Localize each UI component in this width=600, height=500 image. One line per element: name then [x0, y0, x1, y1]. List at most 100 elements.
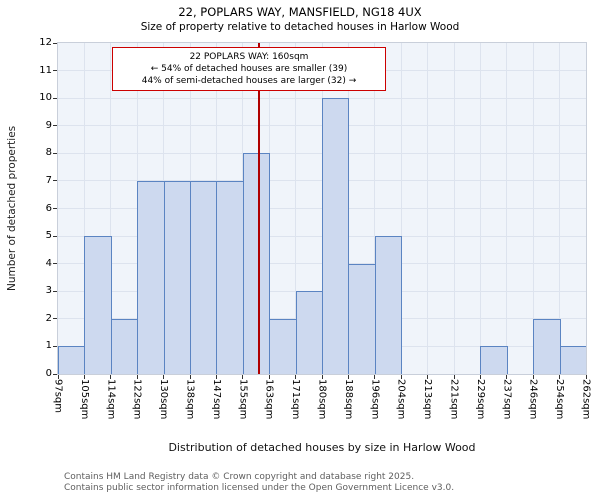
x-tick-mark: [189, 375, 191, 379]
histogram-bar: [242, 153, 271, 374]
y-tick-mark: [53, 70, 57, 72]
x-tick-label: 221sqm: [448, 379, 460, 420]
x-tick-mark: [347, 375, 349, 379]
y-tick-mark: [53, 180, 57, 182]
y-tick-label: 2: [45, 312, 52, 324]
histogram-bar: [348, 263, 376, 374]
x-tick-mark: [321, 375, 323, 379]
x-tick-label: 105sqm: [78, 379, 90, 420]
y-tick-label: 11: [39, 64, 52, 76]
x-tick-label: 262sqm: [580, 379, 592, 420]
x-tick-label: 155sqm: [237, 379, 249, 420]
chart-subtitle: Size of property relative to detached ho…: [140, 21, 460, 33]
gridline-vertical: [506, 43, 508, 374]
x-tick-mark: [453, 375, 455, 379]
histogram-bar: [374, 236, 403, 374]
histogram-bar: [533, 318, 561, 374]
gridline-vertical: [532, 43, 534, 374]
y-tick-mark: [53, 208, 57, 209]
x-tick-label: 147sqm: [210, 379, 222, 420]
y-tick-mark: [53, 235, 57, 237]
x-tick-mark: [242, 375, 244, 379]
histogram-bar: [480, 346, 508, 374]
histogram-bar: [163, 180, 191, 374]
histogram-bar: [58, 346, 86, 374]
y-tick-label: 8: [45, 147, 52, 159]
x-tick-label: 122sqm: [131, 379, 143, 420]
x-tick-label: 138sqm: [184, 379, 196, 420]
y-tick-mark: [53, 125, 57, 127]
x-tick-mark: [136, 375, 138, 379]
y-tick-mark: [53, 97, 57, 99]
x-tick-label: 254sqm: [554, 379, 566, 420]
chart-title: 22, POPLARS WAY, MANSFIELD, NG18 4UX: [178, 5, 422, 19]
x-tick-label: 180sqm: [316, 379, 328, 420]
x-tick-mark: [268, 375, 270, 379]
x-tick-mark: [427, 375, 429, 379]
x-tick-label: 163sqm: [263, 379, 275, 420]
y-tick-mark: [53, 290, 57, 292]
x-tick-mark: [83, 375, 85, 379]
x-tick-label: 171sqm: [290, 379, 302, 420]
property-marker-line: [258, 43, 261, 374]
y-tick-label: 5: [45, 230, 52, 242]
x-tick-label: 130sqm: [158, 379, 170, 420]
histogram-bar: [269, 318, 297, 374]
x-tick-mark: [110, 375, 112, 379]
gridline-vertical: [295, 43, 297, 374]
gridline-vertical: [400, 43, 402, 374]
x-axis-label: Distribution of detached houses by size …: [168, 441, 476, 454]
footer-attribution-line-2: Contains public sector information licen…: [64, 483, 455, 493]
x-tick-label: 204sqm: [395, 379, 407, 420]
histogram-bar: [190, 180, 218, 374]
x-tick-label: 114sqm: [105, 379, 117, 420]
gridline-vertical: [479, 43, 481, 374]
histogram-bar: [137, 180, 165, 374]
y-tick-mark: [53, 42, 57, 44]
y-tick-label: 6: [45, 202, 52, 214]
annotation-larger-line: 44% of semi-detached houses are larger (…: [141, 76, 357, 87]
annotation-box: 22 POPLARS WAY: 160sqm ← 54% of detached…: [112, 47, 386, 92]
x-tick-label: 246sqm: [527, 379, 539, 420]
x-tick-label: 188sqm: [342, 379, 354, 420]
histogram-bar: [216, 180, 244, 374]
gridline-vertical: [453, 43, 455, 374]
footer-attribution-line-1: Contains HM Land Registry data © Crown c…: [64, 472, 415, 482]
y-tick-label: 4: [45, 257, 52, 269]
x-tick-label: 97sqm: [52, 379, 64, 414]
histogram-bar: [84, 236, 112, 374]
x-tick-label: 229sqm: [474, 379, 486, 420]
x-tick-mark: [295, 375, 297, 379]
x-tick-mark: [57, 375, 59, 379]
y-tick-mark: [53, 318, 57, 320]
x-tick-mark: [585, 375, 587, 379]
y-tick-label: 3: [45, 285, 52, 297]
gridline-vertical: [83, 43, 85, 374]
y-tick-mark: [53, 345, 57, 347]
y-tick-label: 0: [45, 368, 52, 379]
x-tick-mark: [400, 375, 402, 379]
x-tick-mark: [532, 375, 534, 379]
gridline-vertical: [559, 43, 561, 374]
y-tick-label: 10: [39, 92, 52, 104]
x-tick-mark: [163, 375, 165, 379]
x-tick-mark: [559, 375, 561, 379]
y-tick-label: 1: [45, 340, 52, 352]
x-tick-mark: [215, 375, 217, 379]
annotation-property-line: 22 POPLARS WAY: 160sqm: [189, 52, 309, 62]
y-tick-label: 7: [45, 174, 52, 186]
x-tick-mark: [479, 375, 481, 379]
histogram-bar: [322, 98, 350, 374]
x-tick-label: 213sqm: [422, 379, 434, 420]
y-tick-mark: [53, 373, 57, 375]
plot-area: [57, 42, 587, 375]
x-tick-mark: [374, 375, 376, 379]
y-tick-label: 12: [39, 37, 52, 48]
y-tick-mark: [53, 263, 57, 265]
y-tick-mark: [53, 152, 57, 154]
histogram-bar: [295, 291, 323, 374]
gridline-vertical: [110, 43, 112, 374]
x-tick-label: 237sqm: [501, 379, 513, 420]
histogram-bar: [110, 318, 139, 374]
